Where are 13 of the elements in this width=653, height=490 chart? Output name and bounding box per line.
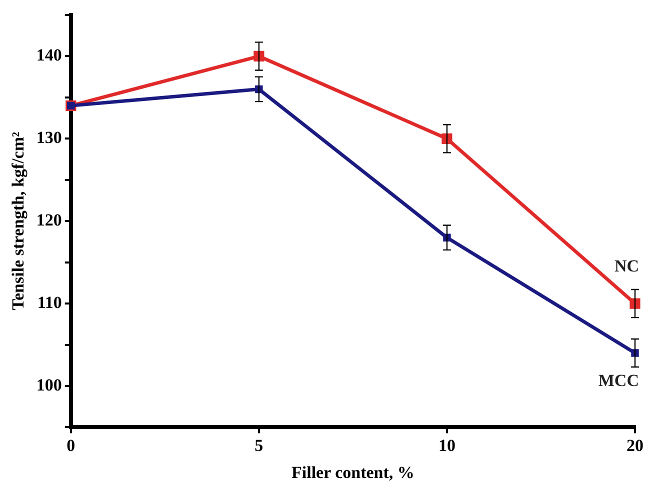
x-tick-label: 10 [438, 436, 456, 455]
series-label: NC [614, 256, 639, 276]
y-tick-label: 140 [36, 46, 62, 65]
series-label: MCC [598, 370, 639, 390]
y-axis-title: Tensile strength, kgf/cm² [8, 132, 28, 310]
x-axis-title: Filler content, % [291, 463, 414, 482]
y-tick-label: 100 [36, 375, 62, 394]
y-tick-label: 110 [37, 292, 62, 312]
x-tick-label: 20 [626, 436, 644, 455]
y-tick-label: 120 [36, 210, 62, 230]
x-tick-label: 0 [66, 436, 76, 455]
x-tick-label: 5 [254, 436, 264, 455]
y-tick-label: 130 [36, 128, 62, 148]
